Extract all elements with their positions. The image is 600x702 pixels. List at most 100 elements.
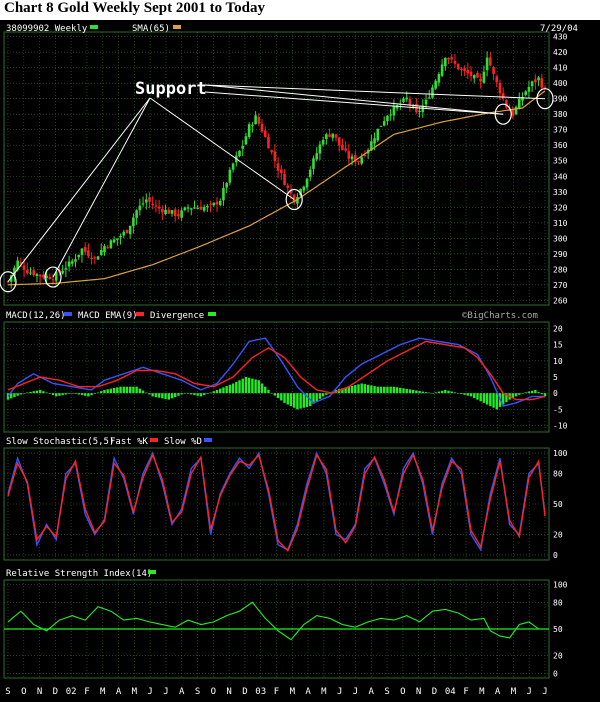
candle-body xyxy=(215,201,219,205)
candle-body xyxy=(257,116,261,124)
divergence-bar xyxy=(395,387,399,394)
candle-body xyxy=(238,150,241,157)
x-tick-label: J xyxy=(542,687,547,697)
watermark: ©BigCharts.com xyxy=(462,311,538,321)
candle-body xyxy=(534,79,537,83)
x-tick-label: J xyxy=(353,687,358,697)
support-pointer-line xyxy=(204,91,504,115)
candle-body xyxy=(45,275,48,278)
candle-body xyxy=(161,209,164,213)
candle-body xyxy=(254,115,257,125)
divergence-bar xyxy=(199,393,203,397)
macd-ema-legend-swatch xyxy=(136,312,144,316)
divergence-bar xyxy=(167,393,170,400)
candle-body xyxy=(32,270,36,276)
divergence-bar xyxy=(151,393,154,397)
candle-body xyxy=(437,73,441,83)
price-y-tick-label: 360 xyxy=(553,141,568,150)
divergence-bar xyxy=(193,393,196,396)
candle-body xyxy=(225,183,228,188)
candle-body xyxy=(119,236,122,238)
x-tick-label: M xyxy=(321,687,327,697)
divergence-bar xyxy=(26,392,29,394)
divergence-bar xyxy=(292,393,296,408)
divergence-bar xyxy=(415,390,418,394)
divergence-bar xyxy=(495,393,498,410)
support-circle xyxy=(0,271,17,293)
divergence-bar xyxy=(518,393,521,395)
divergence-bar xyxy=(209,392,212,394)
candle-body xyxy=(540,78,544,88)
divergence-bar xyxy=(444,389,447,394)
candle-body xyxy=(334,134,338,138)
x-tick-label: J xyxy=(163,687,168,697)
chart-background xyxy=(0,20,600,702)
candle-body xyxy=(186,207,190,209)
x-tick-label: O xyxy=(400,687,405,697)
divergence-bar xyxy=(392,386,396,394)
x-tick-label: D xyxy=(432,687,437,697)
divergence-bar xyxy=(45,392,48,394)
divergence-bar xyxy=(511,393,515,399)
candle-body xyxy=(148,197,151,202)
divergence-bar xyxy=(225,386,228,394)
divergence-bar xyxy=(116,387,119,394)
candle-body xyxy=(218,200,222,206)
candle-body xyxy=(116,238,119,240)
divergence-bar xyxy=(280,393,283,401)
rsi-y-tick-label: 100 xyxy=(553,580,568,589)
x-tick-label: F xyxy=(463,687,468,697)
candle-body xyxy=(402,98,405,103)
price-y-tick-label: 310 xyxy=(553,219,568,228)
chart-canvas: 260 270 280 290 300 310 320 330 340 350 360 370 380 3… xyxy=(0,20,600,702)
divergence-bar xyxy=(254,379,257,394)
divergence-bar xyxy=(58,393,61,396)
divergence-bar xyxy=(87,393,90,397)
candle-body xyxy=(321,139,325,145)
divergence-bar xyxy=(386,386,389,394)
candle-body xyxy=(386,115,389,122)
divergence-bar xyxy=(177,393,180,396)
divergence-bar xyxy=(424,392,428,394)
divergence-bar xyxy=(376,386,379,394)
divergence-bar xyxy=(370,385,373,394)
divergence-bar xyxy=(527,391,531,394)
candle-body xyxy=(202,207,206,211)
candle-body xyxy=(90,257,93,260)
divergence-bar xyxy=(347,386,351,394)
divergence-bar xyxy=(206,393,209,394)
candle-body xyxy=(337,137,341,146)
divergence-bar xyxy=(450,391,453,394)
divergence-bar xyxy=(270,393,273,394)
divergence-bar xyxy=(64,393,68,395)
divergence-bar xyxy=(411,389,415,394)
candle-body xyxy=(77,254,81,258)
price-panel: 260 270 280 290 300 310 320 330 340 350 360 370 380 3… xyxy=(3,31,568,306)
divergence-bar xyxy=(132,386,135,394)
divergence-bar xyxy=(231,383,235,394)
price-y-tick-label: 350 xyxy=(553,157,568,166)
divergence-bar xyxy=(276,393,280,399)
divergence-bar xyxy=(83,393,87,396)
support-label: Support xyxy=(135,79,207,99)
candle-body xyxy=(373,138,376,144)
candle-body xyxy=(13,267,16,276)
candle-body xyxy=(453,61,457,64)
divergence-bar xyxy=(360,383,363,394)
divergence-bar xyxy=(222,387,225,394)
candle-body xyxy=(482,71,486,83)
stochastic-y-tick-label: 100 xyxy=(553,449,568,458)
divergence-bar xyxy=(35,390,39,394)
divergence-bar xyxy=(540,393,543,395)
candle-body xyxy=(341,144,344,150)
candle-body xyxy=(138,205,142,211)
candle-body xyxy=(93,257,97,259)
candle-body xyxy=(312,158,315,169)
candle-body xyxy=(270,150,273,153)
divergence-bar xyxy=(325,393,328,395)
divergence-bar xyxy=(19,393,23,395)
candle-body xyxy=(167,209,171,214)
candle-body xyxy=(177,214,180,217)
candle-body xyxy=(543,87,547,89)
candle-body xyxy=(418,111,421,113)
